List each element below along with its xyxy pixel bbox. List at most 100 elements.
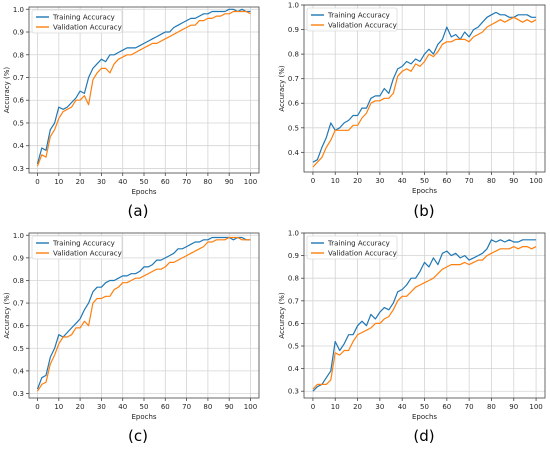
y-tick-label: 0.7	[288, 297, 299, 305]
x-tick-label: 40	[118, 403, 127, 411]
x-tick-label: 60	[161, 178, 170, 186]
legend-label: Validation Accuracy	[53, 250, 122, 258]
x-tick-label: 20	[76, 178, 85, 186]
training-accuracy-line	[36, 236, 251, 390]
x-tick-label: 40	[398, 177, 407, 185]
x-tick-label: 30	[375, 403, 384, 411]
validation-accuracy-line	[312, 16, 537, 168]
x-tick-label: 20	[353, 177, 362, 185]
legend-label: Training Accuracy	[52, 14, 115, 22]
x-tick-label: 60	[442, 403, 451, 411]
x-tick-label: 90	[509, 403, 518, 411]
legend-box	[306, 7, 398, 32]
legend: Training Accuracy Validation Accuracy	[306, 235, 398, 260]
x-axis-label: Epochs	[131, 413, 156, 421]
y-tick-label: 0.6	[288, 100, 300, 108]
y-tick-label: 0.5	[13, 345, 24, 353]
x-tick-label: 50	[420, 403, 429, 411]
x-tick-label: 80	[203, 403, 212, 411]
y-tick-label: 0.4	[13, 367, 25, 375]
x-tick-label: 10	[54, 403, 63, 411]
panel-caption: (a)	[128, 202, 149, 220]
x-tick-label: 70	[182, 178, 191, 186]
x-tick-label: 70	[465, 403, 474, 411]
y-tick-label: 0.3	[13, 165, 24, 173]
plot-frame	[28, 232, 260, 399]
y-tick-label: 0.8	[13, 51, 24, 59]
legend-box	[31, 235, 123, 260]
x-tick-label: 100	[244, 403, 257, 411]
legend-box	[306, 235, 398, 260]
y-tick-label: 0.8	[13, 277, 24, 285]
panel-caption: (b)	[413, 202, 434, 220]
y-tick-label: 0.5	[288, 124, 299, 132]
x-tick-label: 50	[140, 178, 149, 186]
x-tick-label: 30	[375, 177, 384, 185]
x-tick-label: 10	[54, 178, 63, 186]
x-tick-label: 20	[353, 403, 362, 411]
y-tick-label: 0.9	[13, 254, 24, 262]
x-tick-label: 90	[225, 403, 234, 411]
x-tick-label: 30	[97, 178, 106, 186]
chart-panel-c: 0 10 20 30 40 50 60 70 80 90 100 0.3 0.4 0.5 0.6 0.7 0.8…	[3, 232, 260, 445]
y-axis-label: Accuracy (%)	[278, 65, 286, 112]
x-tick-label: 50	[420, 177, 429, 185]
y-tick-label: 1.0	[13, 232, 24, 240]
plot-frame	[28, 6, 260, 174]
y-tick-label: 0.6	[13, 97, 25, 105]
chart-panel-a: 0 10 20 30 40 50 60 70 80 90 100 0.3 0.4 0.5 0.6 0.7 0.8…	[3, 6, 260, 220]
legend: Training Accuracy Validation Accuracy	[306, 7, 398, 32]
y-tick-label: 0.4	[288, 149, 300, 157]
x-tick-label: 100	[529, 177, 542, 185]
x-tick-label: 20	[76, 403, 85, 411]
x-axis-label: Epochs	[412, 413, 437, 421]
x-tick-label: 0	[311, 403, 315, 411]
y-tick-label: 0.9	[13, 29, 24, 37]
x-tick-label: 0	[35, 403, 39, 411]
y-tick-label: 0.3	[13, 390, 24, 398]
legend-box	[31, 9, 123, 34]
x-tick-label: 60	[442, 177, 451, 185]
legend: Training Accuracy Validation Accuracy	[31, 235, 123, 260]
x-tick-label: 40	[398, 403, 407, 411]
training-accuracy-line	[36, 8, 251, 165]
y-tick-label: 0.7	[288, 75, 299, 83]
x-tick-label: 10	[331, 177, 340, 185]
y-tick-label: 1.0	[288, 2, 299, 10]
x-tick-label: 100	[244, 178, 257, 186]
validation-accuracy-line	[312, 246, 537, 390]
legend-label: Training Accuracy	[327, 240, 390, 248]
y-tick-label: 1.0	[288, 230, 299, 238]
x-tick-label: 30	[97, 403, 106, 411]
chart-panel-b: 0 10 20 30 40 50 60 70 80 90 100 0.4 0.5 0.6 0.7 0.8 0.9…	[278, 2, 546, 220]
x-tick-label: 70	[182, 403, 191, 411]
validation-accuracy-line	[36, 236, 251, 392]
x-axis-label: Epochs	[412, 187, 437, 195]
training-accuracy-line	[312, 11, 537, 163]
x-tick-label: 80	[487, 177, 496, 185]
x-axis-label: Epochs	[131, 188, 156, 196]
x-tick-label: 40	[118, 178, 127, 186]
chart-panel-d: 0 10 20 30 40 50 60 70 80 90 100 0.3 0.4 0.5 0.6 0.7 0.8…	[278, 230, 546, 445]
y-tick-label: 0.4	[288, 365, 300, 373]
legend-label: Validation Accuracy	[53, 24, 122, 32]
legend-label: Training Accuracy	[327, 12, 390, 20]
x-tick-label: 80	[487, 403, 496, 411]
x-tick-label: 80	[203, 178, 212, 186]
legend-label: Validation Accuracy	[328, 250, 397, 258]
plot-frame	[303, 232, 546, 399]
y-tick-label: 0.7	[13, 300, 24, 308]
x-tick-label: 90	[225, 178, 234, 186]
x-tick-label: 0	[35, 178, 39, 186]
panel-caption: (d)	[413, 427, 434, 445]
y-tick-label: 0.5	[288, 343, 299, 351]
x-tick-label: 50	[140, 403, 149, 411]
y-axis-label: Accuracy (%)	[278, 292, 286, 339]
y-tick-label: 1.0	[13, 6, 24, 14]
y-tick-label: 0.3	[288, 388, 299, 396]
legend-label: Training Accuracy	[52, 240, 115, 248]
y-axis-label: Accuracy (%)	[3, 292, 11, 339]
y-tick-label: 0.4	[13, 142, 25, 150]
x-tick-label: 100	[529, 403, 542, 411]
